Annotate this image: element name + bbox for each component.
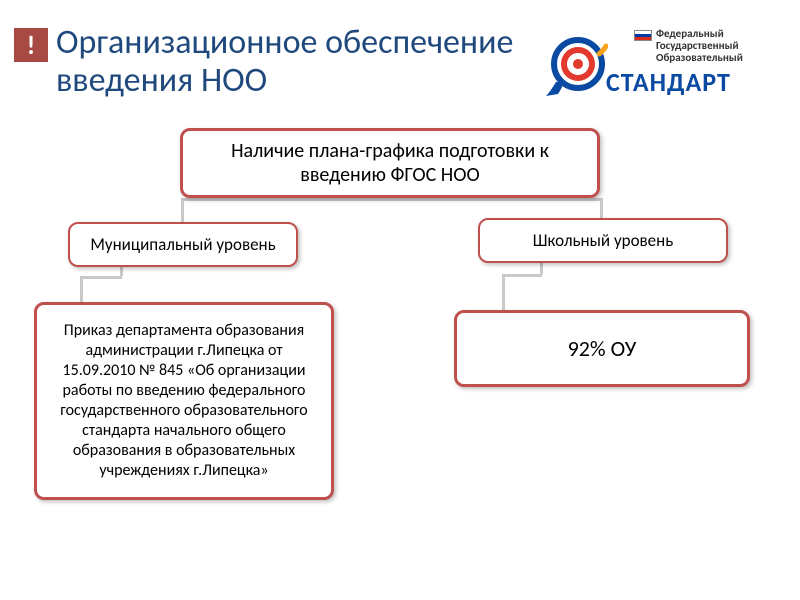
node-order-text: Приказ департамента образования админист… bbox=[34, 302, 334, 500]
logo-line3: Образовательный bbox=[656, 52, 743, 64]
node-municipal-level: Муниципальный уровень bbox=[68, 222, 298, 267]
node-percent: 92% ОУ bbox=[454, 310, 750, 387]
connector bbox=[181, 198, 601, 201]
connector bbox=[502, 274, 505, 310]
slide-title: Организационное обеспечение введения НОО bbox=[56, 24, 556, 100]
connector bbox=[600, 198, 603, 218]
node-root: Наличие плана-графика подготовки к введе… bbox=[180, 128, 600, 198]
fgos-logo: Федеральный Государственный Образователь… bbox=[544, 28, 784, 106]
logo-spiral-icon bbox=[544, 36, 608, 98]
exclamation-badge: ! bbox=[14, 28, 48, 62]
node-school-level: Школьный уровень bbox=[478, 218, 728, 263]
connector bbox=[80, 276, 122, 279]
logo-big-text: СТАНДАРТ bbox=[606, 66, 731, 98]
connector bbox=[80, 276, 83, 302]
logo-small-text: Федеральный Государственный Образователь… bbox=[656, 28, 743, 64]
connector bbox=[502, 274, 542, 277]
connector bbox=[181, 198, 184, 222]
ru-flag-icon bbox=[634, 30, 652, 41]
